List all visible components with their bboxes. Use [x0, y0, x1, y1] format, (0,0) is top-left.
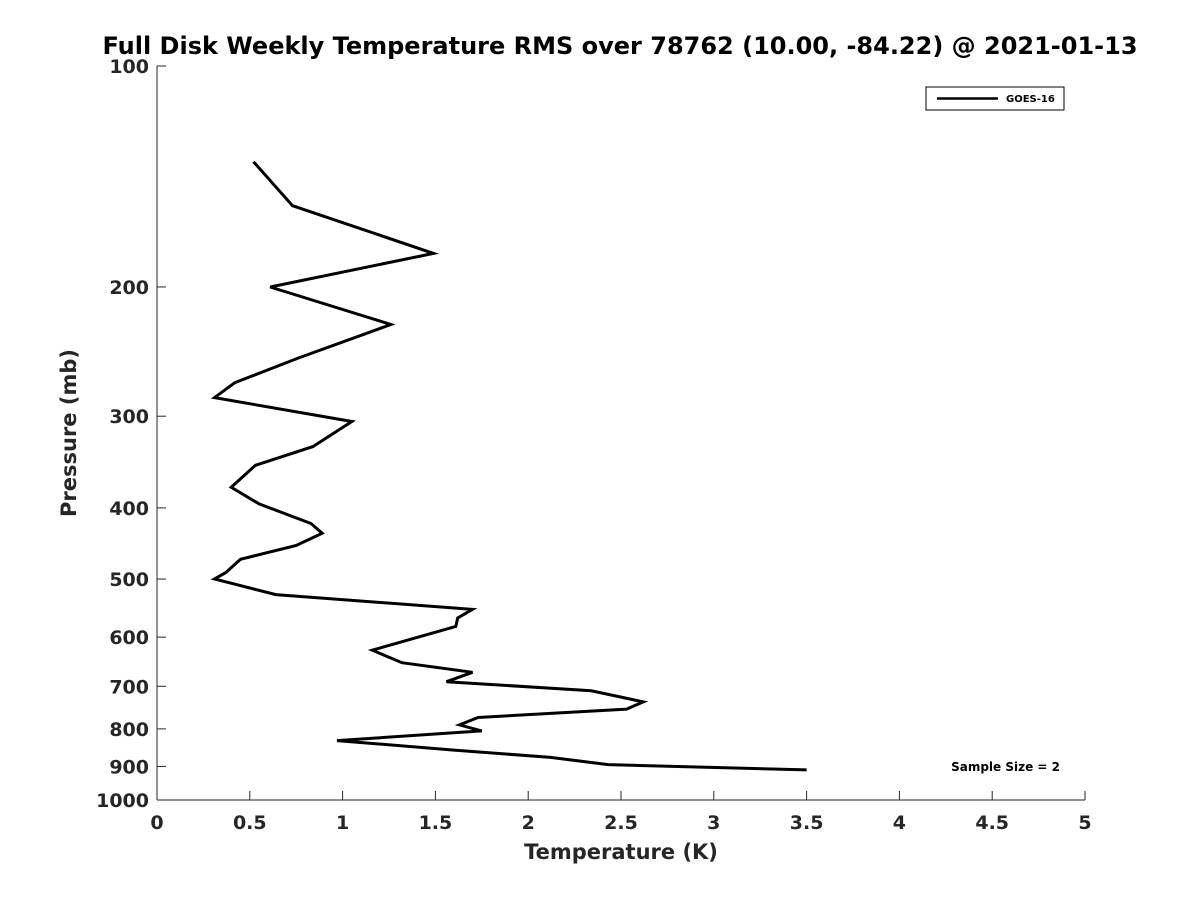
y-tick-label: 200 [109, 277, 149, 299]
x-tick-label: 1 [336, 812, 349, 834]
sample-size-annotation: Sample Size = 2 [951, 760, 1060, 774]
x-tick-label: 2.5 [604, 812, 638, 834]
x-tick-label: 4 [893, 812, 906, 834]
chart-title: Full Disk Weekly Temperature RMS over 78… [102, 32, 1137, 60]
x-tick-label: 3 [707, 812, 720, 834]
x-tick-label: 3.5 [790, 812, 824, 834]
series-layer [210, 160, 807, 772]
legend-label-goes-16: GOES-16 [1006, 94, 1055, 105]
y-tick-label: 900 [109, 756, 149, 778]
y-tick-label: 100 [109, 56, 149, 78]
y-tick-label: 600 [109, 627, 149, 649]
y-tick-label: 400 [109, 498, 149, 520]
series-line-goes-16 [210, 160, 807, 772]
y-tick-label: 800 [109, 719, 149, 741]
y-tick-label: 300 [109, 406, 149, 428]
y-axis-label: Pressure (mb) [57, 349, 81, 517]
x-tick-label: 0 [150, 812, 163, 834]
y-tick-label: 1000 [96, 790, 149, 812]
x-tick-label: 2 [522, 812, 535, 834]
legend: GOES-16 [925, 86, 1065, 111]
x-axis-label: Temperature (K) [524, 840, 718, 864]
x-tick-label: 1.5 [419, 812, 453, 834]
axes: 0 0.5 1 1.5 2 2.5 3 3.5 4 4.5 5 100 200 300 400 500 600 7… [96, 56, 1092, 834]
y-tick-label: 700 [109, 676, 149, 698]
y-tick-label: 500 [109, 569, 149, 591]
x-tick-label: 0.5 [233, 812, 267, 834]
x-tick-label: 5 [1078, 812, 1091, 834]
x-tick-label: 4.5 [975, 812, 1009, 834]
